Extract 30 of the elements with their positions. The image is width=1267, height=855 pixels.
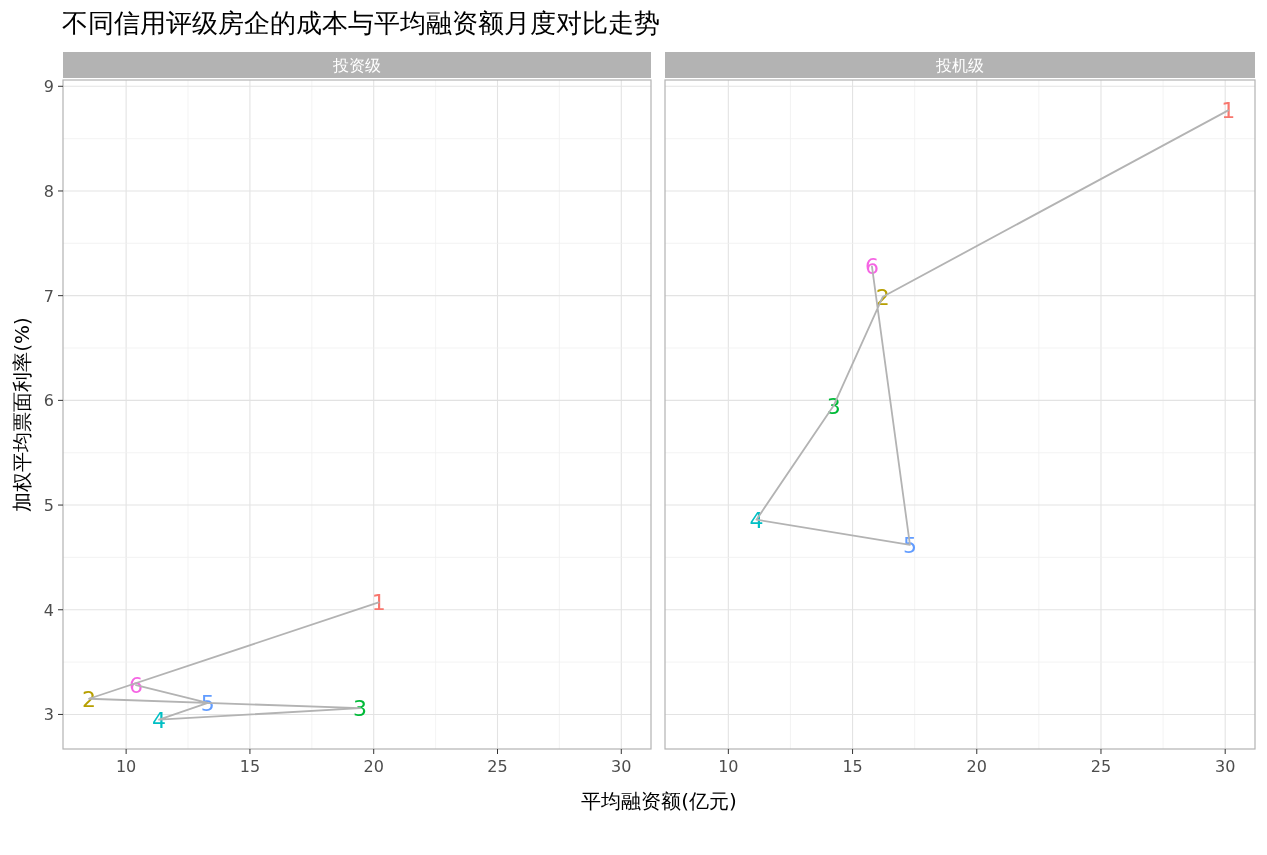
x-tick-label: 30	[1215, 757, 1236, 776]
y-tick-label: 3	[43, 705, 54, 725]
x-tick-label: 25	[1090, 757, 1112, 776]
x-tick-label: 15	[842, 757, 863, 776]
x-axis-title: 平均融资额(亿元)	[581, 789, 737, 813]
y-tick-label: 7	[43, 286, 54, 306]
x-tick-label: 15	[239, 757, 261, 776]
x-tick-label: 20	[966, 757, 987, 776]
annotation: 3	[353, 696, 368, 722]
chart-subtitle: 投机级	[935, 56, 984, 75]
annotation: 3	[826, 393, 841, 419]
annotation: 1	[371, 590, 386, 616]
y-tick-label: 9	[43, 77, 54, 97]
x-tick-label: 30	[611, 757, 632, 776]
x-tick-label: 10	[718, 757, 739, 776]
x-tick-label: 20	[363, 757, 384, 776]
annotation: 4	[152, 707, 167, 733]
chart-subtitle: 投资级	[332, 56, 381, 75]
annotation: 5	[902, 532, 917, 558]
y-tick-label: 4	[43, 600, 54, 620]
annotation: 1	[1221, 98, 1236, 124]
annotation: 6	[864, 254, 879, 280]
chart-title: 不同信用评级房企的成本与平均融资额月度对比走势	[62, 8, 660, 38]
annotation: 4	[749, 507, 764, 533]
y-axis-title: 加权平均票面利率(%)	[10, 317, 34, 512]
y-tick-label: 8	[43, 181, 54, 201]
y-tick-label: 6	[43, 391, 54, 411]
y-tick-label: 5	[43, 496, 54, 516]
x-tick-label: 25	[487, 757, 508, 776]
x-tick-label: 10	[115, 757, 137, 776]
